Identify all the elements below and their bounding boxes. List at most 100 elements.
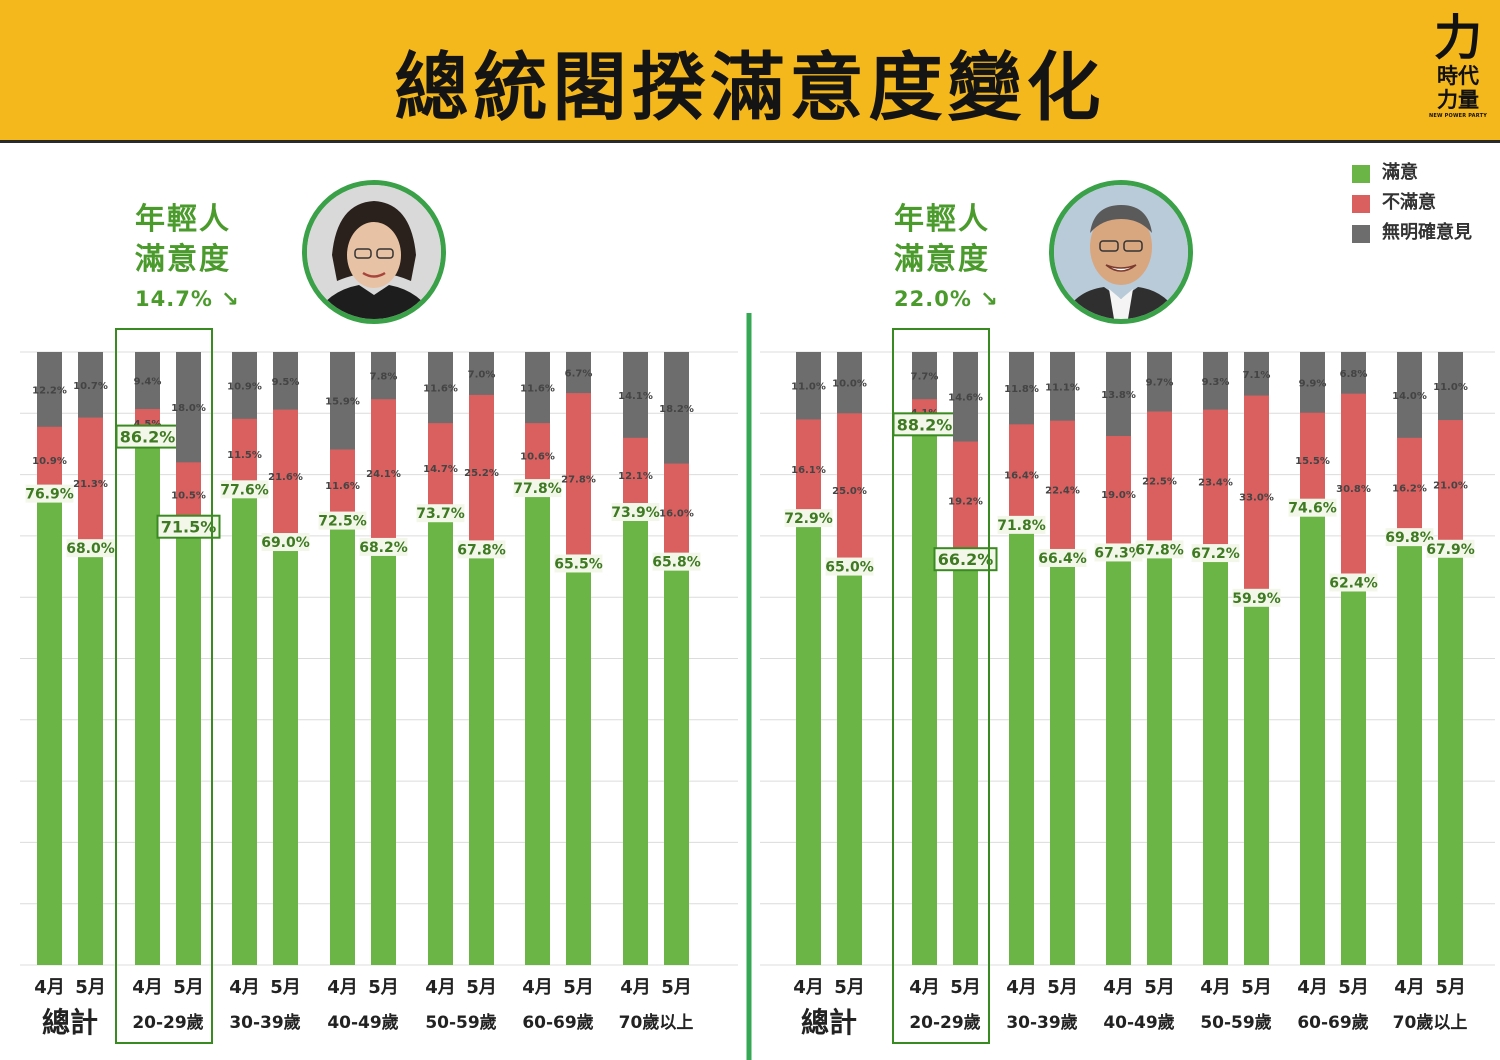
data-label-satisfied: 65.5%	[554, 556, 603, 572]
data-label-satisfied: 67.8%	[1135, 542, 1184, 558]
month-label: 4月	[34, 977, 65, 998]
bar-segment-dissatisfied	[371, 399, 396, 547]
data-label-no-opinion: 9.5%	[272, 377, 300, 388]
data-label-box	[1094, 543, 1143, 562]
data-label-dissatisfied: 25.2%	[464, 468, 499, 479]
data-label-dissatisfied: 21.3%	[73, 479, 108, 490]
data-label-satisfied: 67.2%	[1191, 546, 1240, 562]
young-change-value: 14.7%	[135, 287, 213, 311]
category-label: 30-39歲	[229, 1012, 300, 1033]
page-title: 總統閣揆滿意度變化	[394, 45, 1106, 131]
bar-segment-dissatisfied	[1203, 409, 1228, 554]
bar-segment-satisfied	[953, 559, 978, 965]
data-label-dissatisfied: 19.0%	[1101, 490, 1136, 501]
month-label: 5月	[950, 977, 981, 998]
category-label: 20-29歲	[132, 1012, 203, 1033]
logo-line-2: 力量	[1437, 88, 1479, 112]
data-label-box	[156, 514, 221, 539]
president-portrait	[302, 180, 446, 324]
data-label-dissatisfied: 19.2%	[948, 496, 983, 507]
category-label: 50-59歲	[425, 1012, 496, 1033]
bar-segment-satisfied	[664, 561, 689, 965]
bar-segment-satisfied	[371, 546, 396, 965]
month-label: 4月	[1200, 977, 1231, 998]
data-label-dissatisfied: 21.0%	[1433, 480, 1468, 491]
data-label-box	[1426, 539, 1475, 558]
bar-segment-satisfied	[1341, 582, 1366, 965]
data-label-box	[1038, 548, 1087, 567]
bar-segment-dissatisfied	[1397, 437, 1422, 538]
data-label-box	[261, 533, 310, 552]
data-label-box	[997, 515, 1046, 534]
data-label-no-opinion: 11.1%	[1045, 382, 1080, 393]
data-label-dissatisfied: 11.5%	[227, 450, 262, 461]
data-label-no-opinion: 11.6%	[520, 384, 555, 395]
bar-segment-satisfied	[1244, 597, 1269, 965]
data-label-box	[25, 484, 74, 503]
data-label-dissatisfied: 21.6%	[268, 472, 303, 483]
bar-segment-dissatisfied	[330, 449, 355, 521]
data-label-box	[1288, 498, 1337, 517]
data-label-no-opinion: 7.0%	[468, 369, 496, 380]
data-label-no-opinion: 13.8%	[1101, 390, 1136, 401]
month-label: 4月	[793, 977, 824, 998]
category-label: 總計	[801, 1006, 857, 1039]
data-label-no-opinion: 11.0%	[1433, 382, 1468, 393]
data-label-no-opinion: 7.1%	[1243, 370, 1271, 381]
bar-segment-dissatisfied	[273, 409, 298, 543]
legend-swatch-dissatisfied	[1352, 195, 1370, 213]
month-label: 4月	[425, 977, 456, 998]
bar-segment-dissatisfied	[1050, 420, 1075, 558]
data-label-dissatisfied: 33.0%	[1239, 493, 1274, 504]
data-label-satisfied: 72.5%	[318, 514, 367, 530]
bar-segment-satisfied	[525, 488, 550, 965]
bar-segment-satisfied	[273, 542, 298, 965]
data-label-box	[1135, 540, 1184, 559]
data-label-no-opinion: 6.7%	[565, 369, 593, 380]
month-label: 5月	[1435, 977, 1466, 998]
data-label-satisfied: 72.9%	[784, 511, 833, 527]
data-label-box	[220, 480, 269, 499]
month-label: 5月	[1338, 977, 1369, 998]
data-label-satisfied: 88.2%	[897, 415, 953, 434]
data-label-dissatisfied: 10.6%	[520, 452, 555, 463]
legend-swatch-no-opinion	[1352, 225, 1370, 243]
month-label: 5月	[368, 977, 399, 998]
bar-segment-dissatisfied	[1244, 395, 1269, 598]
portrait-illustration	[1054, 185, 1188, 319]
bar-segment-satisfied	[623, 511, 648, 965]
legend-label: 無明確意見	[1382, 222, 1472, 243]
bar-segment-dissatisfied	[1341, 393, 1366, 583]
data-label-satisfied: 73.9%	[611, 505, 660, 521]
month-label: 4月	[1297, 977, 1328, 998]
data-label-no-opinion: 18.2%	[659, 404, 694, 415]
bar-segment-satisfied	[135, 436, 160, 965]
logo-line-1: 時代	[1437, 64, 1479, 88]
data-label-dissatisfied: 15.5%	[1295, 456, 1330, 467]
data-label-box	[359, 537, 408, 556]
category-label: 總計	[42, 1006, 98, 1039]
month-label: 5月	[834, 977, 865, 998]
data-label-satisfied: 68.2%	[359, 540, 408, 556]
premier-portrait	[1049, 180, 1193, 324]
data-label-no-opinion: 9.7%	[1146, 378, 1174, 389]
data-label-box	[1191, 544, 1240, 563]
bar-segment-satisfied	[1438, 548, 1463, 965]
data-label-dissatisfied: 25.0%	[832, 486, 867, 497]
data-label-satisfied: 68.0%	[66, 541, 115, 557]
bar-segment-dissatisfied	[664, 463, 689, 562]
data-label-no-opinion: 9.9%	[1299, 378, 1327, 389]
data-label-dissatisfied: 16.2%	[1392, 483, 1427, 494]
category-label: 40-49歲	[1103, 1012, 1174, 1033]
month-label: 4月	[620, 977, 651, 998]
bar-segment-dissatisfied	[1009, 424, 1034, 525]
data-label-satisfied: 71.8%	[997, 518, 1046, 534]
young-title-line1: 年輕人	[894, 202, 990, 237]
logo-subtitle: NEW POWER PARTY	[1428, 113, 1488, 119]
bar-segment-dissatisfied	[796, 419, 821, 519]
data-label-dissatisfied: 16.0%	[659, 509, 694, 520]
young-satisfaction-left: 年輕人 滿意度 14.7% ↘	[135, 200, 305, 316]
data-label-box	[513, 479, 562, 498]
category-label: 40-49歲	[327, 1012, 398, 1033]
data-label-satisfied: 77.8%	[513, 481, 562, 497]
